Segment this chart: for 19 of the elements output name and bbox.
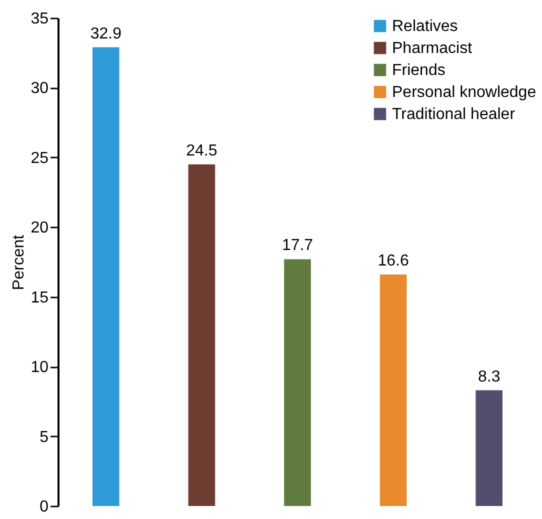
legend-label: Pharmacist (392, 40, 473, 57)
data-label: 32.9 (90, 25, 122, 42)
y-tick-label: 10 (30, 359, 49, 376)
legend-label: Traditional healer (392, 106, 516, 123)
y-tick-label: 35 (30, 10, 49, 28)
data-label: 17.7 (282, 237, 314, 254)
y-tick-label: 25 (30, 150, 49, 167)
data-label: 24.5 (186, 142, 218, 160)
legend-label: Personal knowledge (392, 84, 536, 101)
y-tick-label: 0 (40, 498, 49, 516)
data-label: 8.3 (478, 368, 500, 386)
data-label: 16.6 (378, 252, 409, 270)
y-tick-label: 5 (40, 428, 49, 446)
legend-label: Relatives (392, 18, 458, 35)
y-tick-label: 15 (30, 289, 49, 306)
legend-label: Friends (392, 62, 446, 79)
y-axis-title: Percent (10, 234, 28, 290)
y-tick-label: 20 (30, 220, 49, 237)
y-tick-label: 30 (30, 80, 49, 98)
